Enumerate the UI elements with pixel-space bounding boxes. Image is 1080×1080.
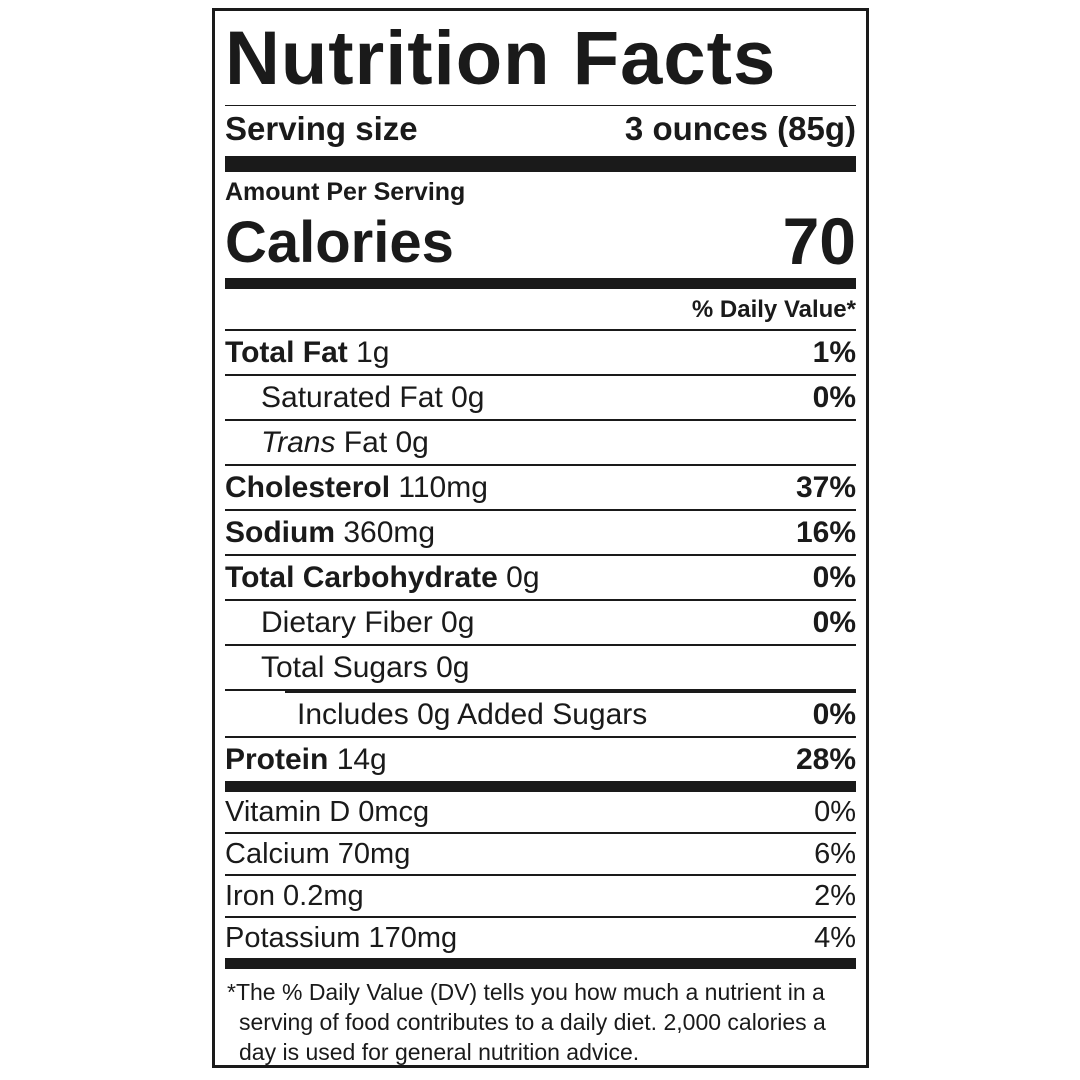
vitamin-name: Iron 0.2mg bbox=[225, 880, 364, 912]
nutrient-daily-value: 16% bbox=[795, 516, 856, 549]
nutrient-amount: 110mg bbox=[398, 471, 488, 504]
row-divider bbox=[225, 374, 856, 376]
nutrient-name: Total Carbohydrate 0g bbox=[225, 561, 540, 594]
nutrient-row: Saturated Fat 0g 0% bbox=[225, 376, 856, 419]
nutrient-row: Sodium 360mg 16% bbox=[225, 511, 856, 554]
nutrient-name: Trans Fat 0g bbox=[261, 426, 429, 459]
nutrient-row: Cholesterol 110mg 37% bbox=[225, 466, 856, 509]
nutrient-daily-value: 0% bbox=[812, 698, 856, 731]
vitamin-daily-value: 4% bbox=[814, 922, 856, 954]
nutrient-daily-value: 0% bbox=[812, 606, 856, 639]
row-divider-indented bbox=[285, 691, 856, 693]
nutrient-row: Protein 14g 28% bbox=[225, 738, 856, 781]
nutrient-row: Total Fat 1g 1% bbox=[225, 331, 856, 374]
nutrient-name: Includes 0g Added Sugars bbox=[297, 698, 648, 731]
vitamin-name: Vitamin D 0mcg bbox=[225, 796, 430, 828]
nutrient-daily-value: 28% bbox=[795, 743, 856, 776]
nutrient-row: Total Sugars 0g bbox=[225, 646, 856, 689]
row-divider bbox=[225, 644, 856, 646]
nutrient-amount: 360mg bbox=[343, 516, 436, 549]
nutrient-name: Sodium 360mg bbox=[225, 516, 436, 549]
row-divider bbox=[225, 736, 856, 738]
row-divider bbox=[225, 916, 856, 918]
vitamin-list: Vitamin D 0mcg 0% Calcium 70mg 6% Iron 0.2mg… bbox=[225, 792, 856, 958]
nutrient-name: Dietary Fiber 0g bbox=[261, 606, 475, 639]
row-divider bbox=[225, 419, 856, 421]
nutrient-row: Trans Fat 0g bbox=[225, 421, 856, 464]
vitamin-name: Potassium 170mg bbox=[225, 922, 458, 954]
nutrient-daily-value: 1% bbox=[812, 336, 856, 369]
daily-value-footnote: *The % Daily Value (DV) tells you how mu… bbox=[227, 979, 826, 1065]
nutrient-row: Dietary Fiber 0g 0% bbox=[225, 601, 856, 644]
nutrient-name: Total Fat 1g bbox=[225, 336, 390, 369]
row-divider bbox=[225, 689, 856, 691]
vitamin-daily-value: 2% bbox=[814, 880, 856, 912]
vitamin-row: Potassium 170mg 4% bbox=[225, 918, 856, 958]
serving-size-value: 3 ounces (85g) bbox=[624, 110, 856, 147]
row-divider bbox=[225, 832, 856, 834]
nutrient-daily-value: 0% bbox=[812, 561, 856, 594]
nutrient-list: Total Fat 1g 1% Saturated Fat 0g 0% Trans Fa… bbox=[225, 331, 856, 781]
row-divider bbox=[225, 554, 856, 556]
nutrient-name-italic: Trans bbox=[261, 426, 336, 459]
nutrient-name: Saturated Fat 0g bbox=[261, 381, 485, 414]
nutrition-facts-label: Nutrition Facts Serving size 3 ounces (8… bbox=[212, 8, 869, 1068]
nutrient-daily-value: 0% bbox=[812, 381, 856, 414]
divider-thick-vitamins bbox=[225, 781, 856, 792]
row-divider bbox=[225, 874, 856, 876]
divider-thick-top bbox=[225, 157, 856, 172]
calories-row: Calories 70 bbox=[225, 208, 856, 278]
divider-thick-footnote bbox=[225, 958, 856, 969]
serving-size-row: Serving size 3 ounces (85g) bbox=[225, 106, 856, 157]
nutrient-amount: 0g bbox=[506, 561, 540, 594]
nutrient-name: Protein 14g bbox=[225, 743, 387, 776]
nutrient-name: Total Sugars 0g bbox=[261, 651, 470, 684]
nutrient-row: Total Carbohydrate 0g 0% bbox=[225, 556, 856, 599]
vitamin-daily-value: 0% bbox=[814, 796, 856, 828]
vitamin-name: Calcium 70mg bbox=[225, 838, 411, 870]
nutrient-row: Includes 0g Added Sugars 0% bbox=[225, 693, 856, 736]
nutrient-name: Cholesterol 110mg bbox=[225, 471, 488, 504]
daily-value-header: % Daily Value* bbox=[225, 289, 856, 331]
nutrient-amount: 1g bbox=[356, 336, 390, 369]
row-divider bbox=[225, 509, 856, 511]
amount-per-serving-label: Amount Per Serving bbox=[225, 178, 466, 206]
vitamin-row: Iron 0.2mg 2% bbox=[225, 876, 856, 916]
serving-size-label: Serving size bbox=[225, 110, 418, 147]
vitamin-row: Vitamin D 0mcg 0% bbox=[225, 792, 856, 832]
row-divider bbox=[225, 464, 856, 466]
nutrient-daily-value: 37% bbox=[795, 471, 856, 504]
nutrient-amount: 14g bbox=[336, 743, 387, 776]
divider-thick-calories bbox=[225, 278, 856, 289]
calories-label: Calories bbox=[225, 210, 454, 275]
page-title: Nutrition Facts bbox=[225, 11, 856, 106]
vitamin-row: Calcium 70mg 6% bbox=[225, 834, 856, 874]
calories-value: 70 bbox=[782, 204, 856, 278]
row-divider bbox=[225, 599, 856, 601]
vitamin-daily-value: 6% bbox=[814, 838, 856, 870]
